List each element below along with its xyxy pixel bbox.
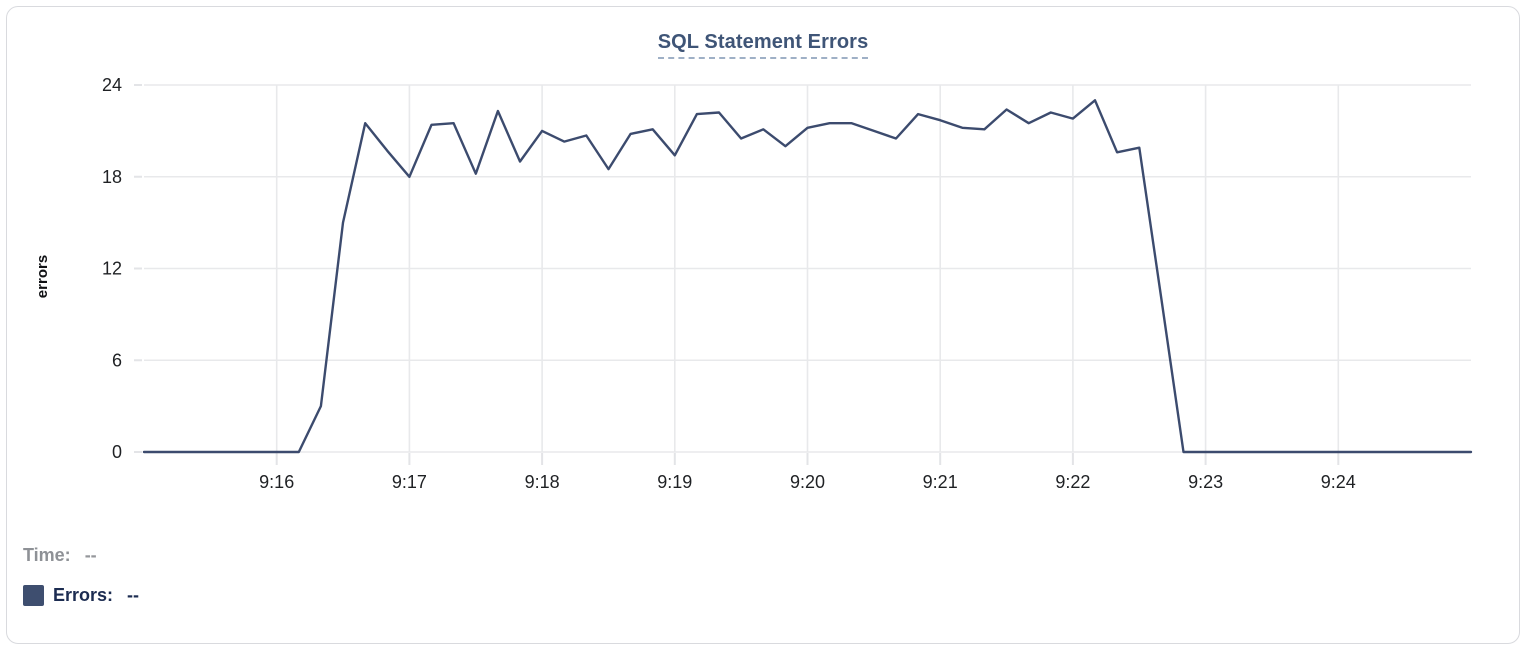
chart-title[interactable]: SQL Statement Errors [657,31,869,59]
chart-title-row: SQL Statement Errors [7,31,1519,59]
x-tick-label: 9:22 [1055,472,1090,492]
y-tick-label: 0 [112,442,122,462]
y-axis-title: errors [34,254,51,299]
legend-errors-label: Errors: [53,584,114,605]
errors-series-line [142,99,1473,454]
x-tick-label: 9:19 [657,472,692,492]
x-tick-label: 9:18 [525,472,560,492]
x-tick-label: 9:23 [1188,472,1223,492]
chart-card: SQL Statement Errors 0 6 12 18 24 9:16 9:17 9:1… [6,6,1520,644]
x-tick-label: 9:20 [790,472,825,492]
y-tick-label: 6 [112,350,122,370]
y-tick-label: 24 [102,75,122,95]
legend-time-value: -- [84,544,97,565]
legend-time-label: Time: [23,544,71,565]
x-tick-label: 9:24 [1321,472,1356,492]
x-tick-label: 9:17 [392,472,427,492]
y-tick-label: 18 [102,167,122,187]
y-tick-label: 12 [102,259,122,279]
legend-time-row: Time: -- [23,543,139,567]
x-tick-label: 9:21 [923,472,958,492]
legend-errors-value: -- [127,584,140,605]
errors-series-swatch-icon [23,584,44,606]
legend-errors-row: Errors: -- [23,583,139,607]
tooltip-legend: Time: -- Errors: -- [23,543,139,607]
x-tick-label: 9:16 [259,472,294,492]
errors-line-chart[interactable]: 0 6 12 18 24 9:16 9:17 9:18 9:19 9:20 9:21 9:22 9:23… [7,7,1521,645]
